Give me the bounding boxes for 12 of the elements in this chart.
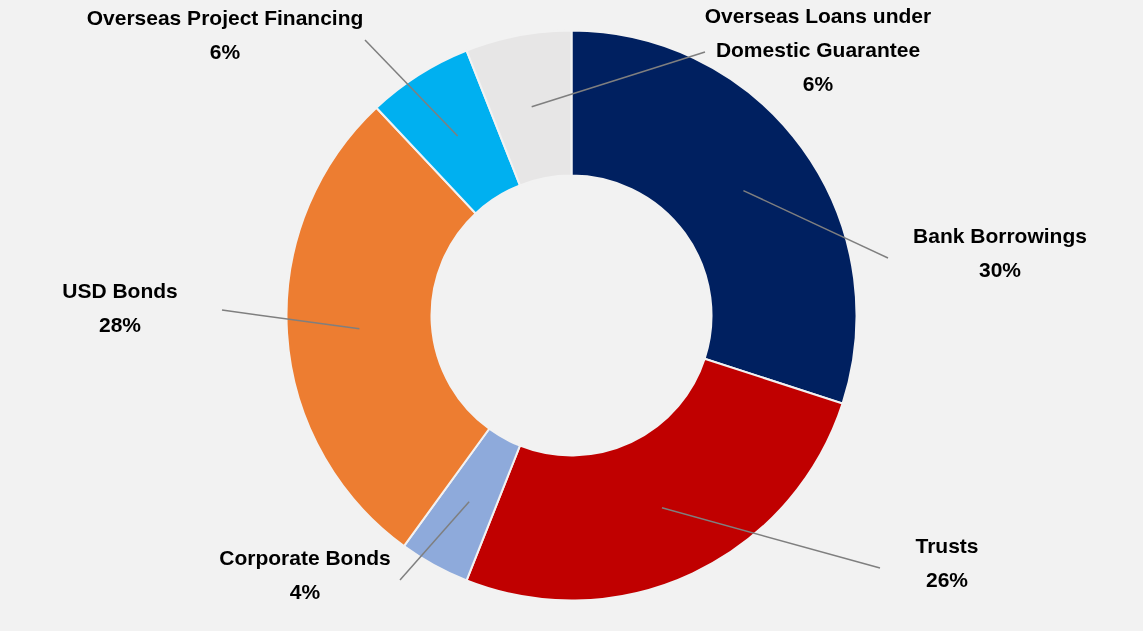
slice-label: USD Bonds <box>62 279 178 302</box>
data-label: 30% <box>978 258 1022 281</box>
data-label: 4% <box>289 580 321 603</box>
slice-label: Bank Borrowings <box>913 224 1087 247</box>
slice-label: Overseas Project Financing <box>86 6 364 29</box>
data-label: 28% <box>98 313 142 336</box>
data-label: 6% <box>209 40 241 63</box>
slice-label: Trusts <box>915 534 979 557</box>
data-label: 26% <box>925 568 969 591</box>
data-label: 6% <box>802 72 834 95</box>
slice-label: Overseas Loans under Domestic Guarantee <box>704 4 932 61</box>
slice-label: Corporate Bonds <box>219 546 391 569</box>
